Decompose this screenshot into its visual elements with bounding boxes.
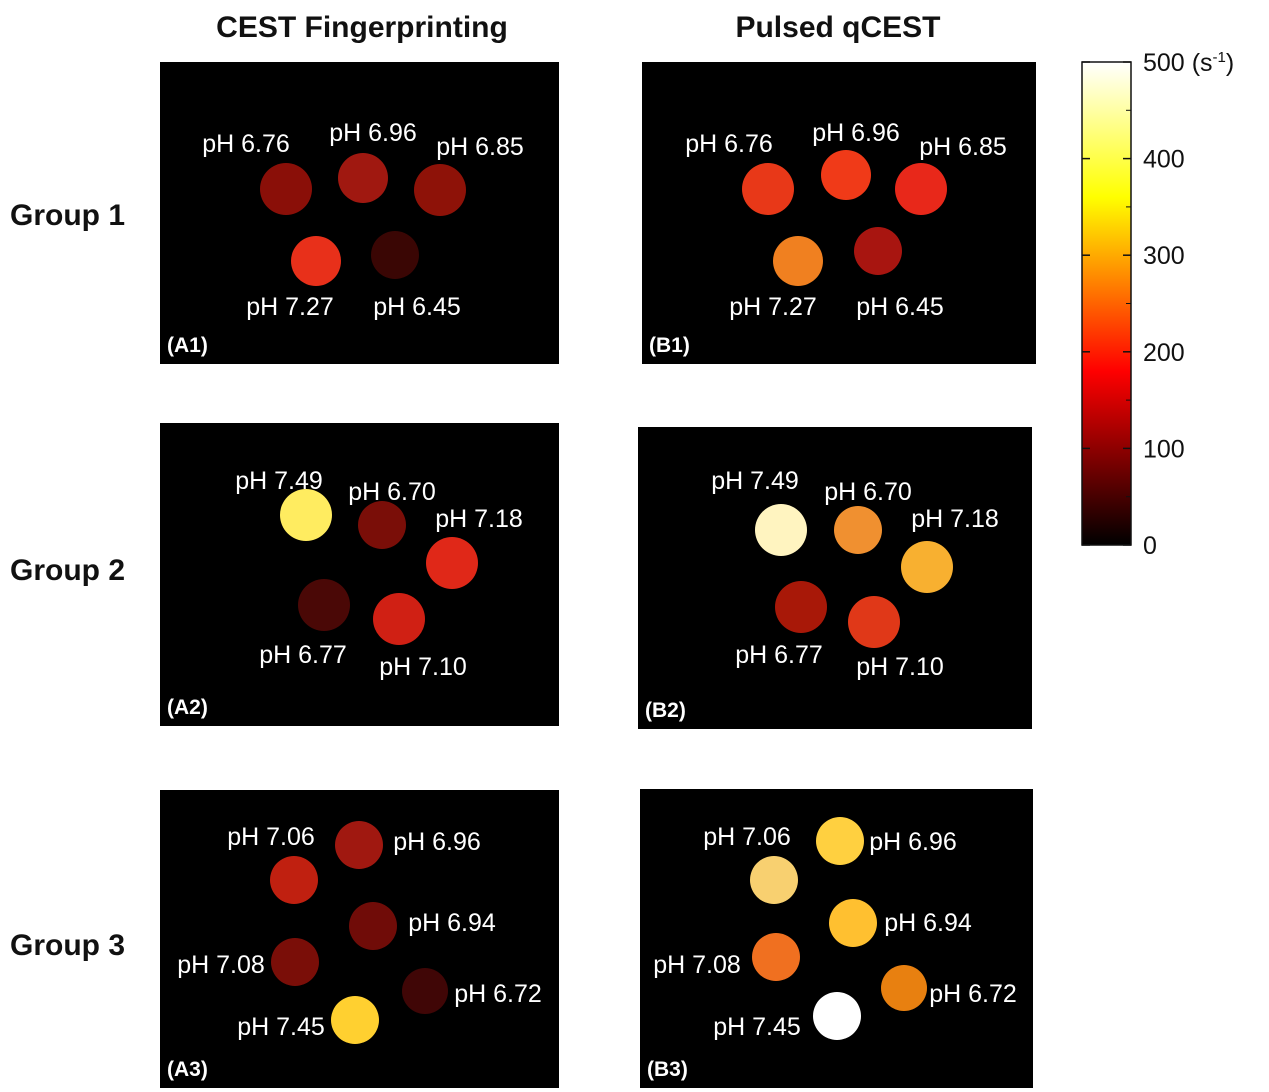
vial-label: pH 6.94 xyxy=(884,909,972,937)
vial-label: pH 6.72 xyxy=(454,980,542,1008)
panel-label: (A3) xyxy=(167,1058,208,1081)
vial-label: pH 7.06 xyxy=(703,823,791,851)
vial xyxy=(829,899,877,947)
vial-label: pH 7.27 xyxy=(729,293,817,321)
vial xyxy=(270,856,318,904)
vial-label: pH 6.85 xyxy=(436,133,524,161)
image-panel xyxy=(638,427,1032,729)
vial-label: pH 6.45 xyxy=(373,293,461,321)
image-panel xyxy=(642,62,1036,364)
vial-label: pH 7.06 xyxy=(227,823,315,851)
colorbar-tick-label: 300 xyxy=(1143,242,1185,270)
colorbar-tick-label: 400 xyxy=(1143,146,1185,174)
vial-label: pH 6.76 xyxy=(202,130,290,158)
vial-label: pH 7.49 xyxy=(235,467,323,495)
vial-label: pH 6.96 xyxy=(812,119,900,147)
colorbar-tick-label: 100 xyxy=(1143,435,1185,463)
unit-close: ) xyxy=(1226,49,1234,77)
vial xyxy=(271,938,319,986)
group-label: Group 1 xyxy=(10,199,125,232)
vial-label: pH 7.18 xyxy=(911,505,999,533)
image-panel xyxy=(160,62,559,364)
vial-label: pH 6.77 xyxy=(735,641,823,669)
vial-label: pH 6.94 xyxy=(408,909,496,937)
vial-label: pH 7.08 xyxy=(177,951,265,979)
vial xyxy=(402,968,448,1014)
vial xyxy=(335,821,383,869)
vial-label: pH 6.70 xyxy=(348,478,436,506)
panel-label: (B2) xyxy=(645,699,686,722)
vial xyxy=(755,504,807,556)
vial xyxy=(895,163,947,215)
vial-label: pH 6.72 xyxy=(929,980,1017,1008)
vial-label: pH 7.27 xyxy=(246,293,334,321)
group-label: Group 3 xyxy=(10,929,125,962)
unit-exponent: -1 xyxy=(1213,49,1226,66)
vial-label: pH 6.77 xyxy=(259,641,347,669)
vial xyxy=(848,596,900,648)
colorbar xyxy=(1082,62,1131,545)
vial-label: pH 7.45 xyxy=(237,1013,325,1041)
vial xyxy=(901,541,953,593)
vial-label: pH 6.45 xyxy=(856,293,944,321)
group-label: Group 2 xyxy=(10,554,125,587)
vial xyxy=(834,506,882,554)
colorbar-tick-label: 500 xyxy=(1143,49,1185,77)
column-title: CEST Fingerprinting xyxy=(216,11,508,44)
vial-label: pH 6.96 xyxy=(329,119,417,147)
panel-label: (B3) xyxy=(647,1058,688,1081)
panel-label: (B1) xyxy=(649,334,690,357)
vial xyxy=(373,593,425,645)
vial xyxy=(426,537,478,589)
vial-label: pH 6.96 xyxy=(393,828,481,856)
vial-label: pH 7.45 xyxy=(713,1013,801,1041)
vial xyxy=(338,153,388,203)
vial xyxy=(775,581,827,633)
vial xyxy=(854,227,902,275)
vial xyxy=(752,933,800,981)
vial xyxy=(349,902,397,950)
colorbar-tick-label: 0 xyxy=(1143,532,1157,560)
vial xyxy=(881,965,927,1011)
vial xyxy=(298,579,350,631)
vial-label: pH 7.10 xyxy=(856,653,944,681)
unit-base: (s xyxy=(1192,49,1213,77)
vial xyxy=(773,236,823,286)
vial xyxy=(260,163,312,215)
vial-label: pH 6.76 xyxy=(685,130,773,158)
panel-label: (A2) xyxy=(167,696,208,719)
vial-label: pH 7.49 xyxy=(711,467,799,495)
vial-label: pH 6.70 xyxy=(824,478,912,506)
vial-label: pH 6.85 xyxy=(919,133,1007,161)
page: {"columns": [{"title": "CEST Fingerprint… xyxy=(0,0,1269,1092)
panel-label: (A1) xyxy=(167,334,208,357)
vial xyxy=(291,236,341,286)
vial-label: pH 7.10 xyxy=(379,653,467,681)
vial xyxy=(821,150,871,200)
vial xyxy=(371,231,419,279)
vial-label: pH 7.08 xyxy=(653,951,741,979)
colorbar-unit: (s-1) xyxy=(1192,49,1235,77)
vial xyxy=(750,856,798,904)
column-title: Pulsed qCEST xyxy=(735,11,940,44)
vial-label: pH 6.96 xyxy=(869,828,957,856)
image-panel xyxy=(160,423,559,726)
figure: CEST Fingerprinting Pulsed qCEST Group 1… xyxy=(0,0,1269,1092)
vial xyxy=(816,817,864,865)
vial-label: pH 7.18 xyxy=(435,505,523,533)
vial xyxy=(331,996,379,1044)
colorbar-tick-label: 200 xyxy=(1143,339,1185,367)
vial xyxy=(414,164,466,216)
vial xyxy=(742,163,794,215)
vial xyxy=(358,501,406,549)
vial xyxy=(813,992,861,1040)
vial xyxy=(280,489,332,541)
